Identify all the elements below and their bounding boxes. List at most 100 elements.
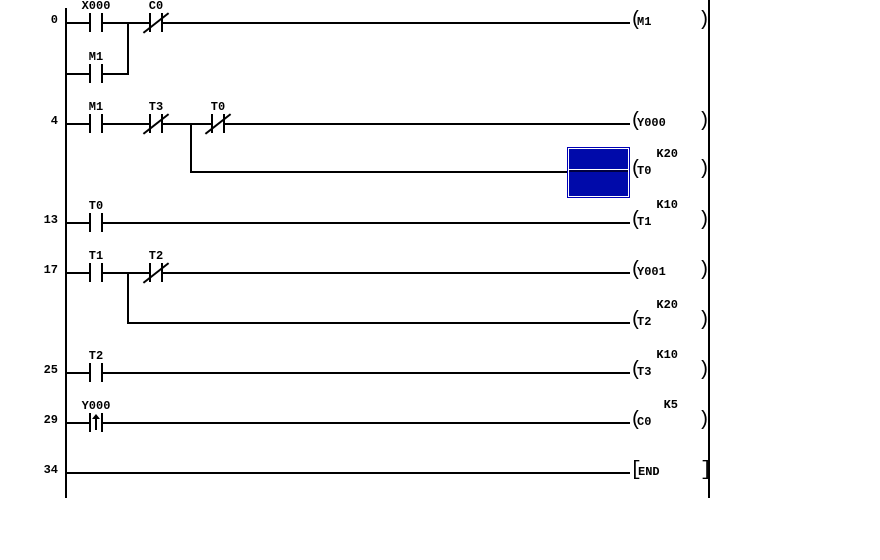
coil-close-paren: )	[698, 309, 711, 332]
contact-bar-left	[89, 413, 91, 432]
step-number: 34	[43, 463, 58, 477]
contact-label: T3	[148, 100, 164, 114]
contact-bar-right	[101, 64, 103, 83]
coil-label: Y000	[637, 116, 666, 130]
coil-close-paren: )	[698, 409, 711, 432]
left-power-rail	[65, 8, 67, 498]
contact-bar-right	[101, 213, 103, 232]
rising-edge-arrow-icon	[92, 414, 100, 419]
contact-bar-left	[211, 114, 213, 133]
contact-label: T2	[88, 349, 104, 363]
contact-gap	[91, 123, 101, 125]
coil-k-value: K20	[656, 298, 678, 312]
contact-gap	[91, 372, 101, 374]
coil-close-paren: )	[698, 209, 711, 232]
contact-bar-right	[101, 363, 103, 382]
contact-t1[interactable]	[83, 258, 109, 286]
coil-k-value: K10	[656, 198, 678, 212]
coil-open-paren: (	[630, 9, 643, 32]
coil-open-paren: (	[630, 309, 643, 332]
contact-bar-left	[89, 213, 91, 232]
contact-bar-right	[101, 13, 103, 32]
contact-bar-left	[89, 64, 91, 83]
contact-bar-right	[161, 114, 163, 133]
coil-k-value: K10	[656, 348, 678, 362]
contact-bar-left	[149, 13, 151, 32]
rung-line	[65, 222, 630, 224]
coil-t3[interactable]	[626, 358, 706, 386]
selection-rung-line	[569, 170, 628, 172]
rung-line	[65, 22, 630, 24]
rung-line	[65, 472, 630, 474]
contact-gap	[91, 272, 101, 274]
coil-label: T2	[637, 315, 652, 329]
contact-label: M1	[88, 50, 104, 64]
contact-label: T0	[210, 100, 226, 114]
contact-t2[interactable]	[143, 258, 169, 286]
step-number: 29	[43, 413, 58, 427]
coil-t2[interactable]	[626, 308, 706, 336]
contact-gap	[91, 22, 101, 24]
contact-bar-left	[89, 363, 91, 382]
coil-y001[interactable]	[626, 258, 706, 286]
contact-bar-right	[101, 114, 103, 133]
selection-cursor[interactable]	[567, 147, 630, 198]
coil-close-paren: )	[698, 359, 711, 382]
contact-label: C0	[148, 0, 164, 13]
branch-rung-line	[190, 171, 630, 173]
branch-rung-line	[127, 322, 630, 324]
contact-t3[interactable]	[143, 109, 169, 137]
coil-label: M1	[637, 15, 652, 29]
coil-t0[interactable]	[626, 157, 706, 185]
coil-y000[interactable]	[626, 109, 706, 137]
contact-bar-left	[89, 114, 91, 133]
contact-t2[interactable]	[83, 358, 109, 386]
end-open-bracket: [	[630, 459, 643, 482]
coil-open-paren: (	[630, 158, 643, 181]
contact-label: X000	[81, 0, 111, 13]
right-power-rail	[708, 0, 710, 498]
end-instruction[interactable]	[626, 458, 708, 486]
contact-label: T0	[88, 199, 104, 213]
coil-t1[interactable]	[626, 208, 706, 236]
coil-close-paren: )	[698, 158, 711, 181]
contact-gap	[91, 73, 101, 75]
contact-bar-right	[101, 263, 103, 282]
coil-close-paren: )	[698, 110, 711, 133]
coil-m1[interactable]	[626, 8, 706, 36]
coil-open-paren: (	[630, 359, 643, 382]
step-number: 17	[43, 263, 58, 277]
contact-m1[interactable]	[83, 59, 109, 87]
coil-label: T1	[637, 215, 652, 229]
step-number: 0	[50, 13, 58, 27]
contact-bar-left	[89, 263, 91, 282]
selection-rung-highlight	[569, 169, 628, 170]
contact-c0[interactable]	[143, 8, 169, 36]
coil-k-value: K20	[656, 147, 678, 161]
coil-open-paren: (	[630, 110, 643, 133]
contact-t0[interactable]	[83, 208, 109, 236]
contact-bar-right	[223, 114, 225, 133]
contact-label: T1	[88, 249, 104, 263]
coil-label: Y001	[637, 265, 666, 279]
rising-edge-arrow-shaft	[95, 417, 97, 430]
coil-c0[interactable]	[626, 408, 706, 436]
rung-line	[65, 372, 630, 374]
contact-t0[interactable]	[205, 109, 231, 137]
rung-line	[65, 272, 630, 274]
branch-line	[127, 272, 129, 324]
contact-bar-right	[101, 413, 103, 432]
contact-bar-left	[89, 13, 91, 32]
contact-bar-left	[149, 114, 151, 133]
contact-m1[interactable]	[83, 109, 109, 137]
contact-y000[interactable]	[83, 408, 109, 436]
coil-close-paren: )	[698, 9, 711, 32]
contact-x000[interactable]	[83, 8, 109, 36]
contact-label: Y000	[81, 399, 111, 413]
end-instruction-label: END	[638, 465, 660, 479]
end-close-bracket: ]	[700, 459, 713, 482]
branch-line	[190, 123, 192, 173]
coil-label: C0	[637, 415, 652, 429]
step-number: 4	[50, 114, 58, 128]
